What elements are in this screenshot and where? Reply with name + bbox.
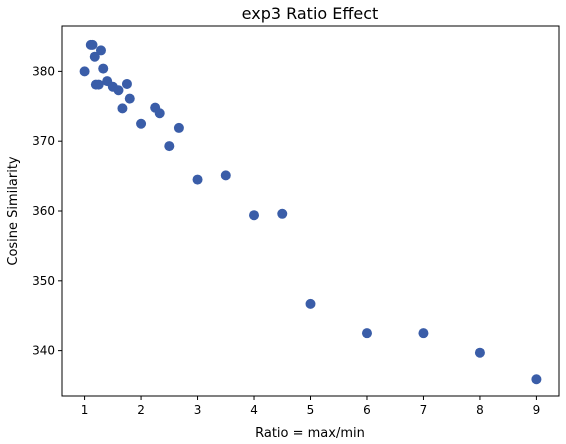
x-tick-label: 7 (420, 403, 428, 417)
data-point-13 (121, 78, 132, 89)
x-tick-label: 1 (81, 403, 89, 417)
data-point-22 (249, 210, 260, 221)
data-point-25 (361, 328, 372, 339)
data-point-17 (154, 108, 165, 119)
data-point-4 (89, 51, 100, 62)
x-tick-label: 6 (363, 403, 371, 417)
data-point-27 (474, 347, 485, 358)
x-tick-label: 5 (307, 403, 315, 417)
data-point-18 (164, 141, 175, 152)
data-point-1 (79, 66, 90, 77)
x-tick-label: 3 (194, 403, 202, 417)
data-point-23 (277, 208, 288, 219)
data-point-14 (124, 93, 135, 104)
data-point-15 (136, 118, 147, 129)
data-point-8 (98, 63, 109, 74)
chart-title: exp3 Ratio Effect (242, 4, 379, 23)
y-tick-label: 370 (32, 134, 55, 148)
data-point-21 (220, 170, 231, 181)
data-point-28 (531, 374, 542, 385)
data-point-11 (113, 85, 124, 96)
data-point-6 (93, 79, 104, 90)
x-tick-label: 2 (137, 403, 145, 417)
y-tick-label: 360 (32, 204, 55, 218)
data-point-19 (173, 122, 184, 133)
x-tick-label: 4 (250, 403, 258, 417)
data-point-12 (117, 103, 128, 114)
data-point-26 (418, 328, 429, 339)
x-axis-label: Ratio = max/min (255, 426, 365, 441)
data-point-20 (192, 174, 203, 185)
x-axis-ticks: 1 2 3 4 5 6 7 8 9 (81, 396, 540, 417)
data-point-24 (305, 298, 316, 309)
data-point-7 (95, 45, 106, 56)
x-tick-label: 8 (476, 403, 484, 417)
y-axis-label: Cosine Similarity (6, 156, 21, 266)
plot-area (62, 26, 559, 396)
data-points (79, 39, 542, 385)
y-tick-label: 350 (32, 274, 55, 288)
x-tick-label: 9 (533, 403, 541, 417)
y-tick-label: 380 (32, 64, 55, 78)
y-tick-label: 340 (32, 344, 55, 358)
data-point-3 (87, 39, 98, 50)
y-axis-ticks: 340 350 360 370 380 (32, 64, 62, 358)
